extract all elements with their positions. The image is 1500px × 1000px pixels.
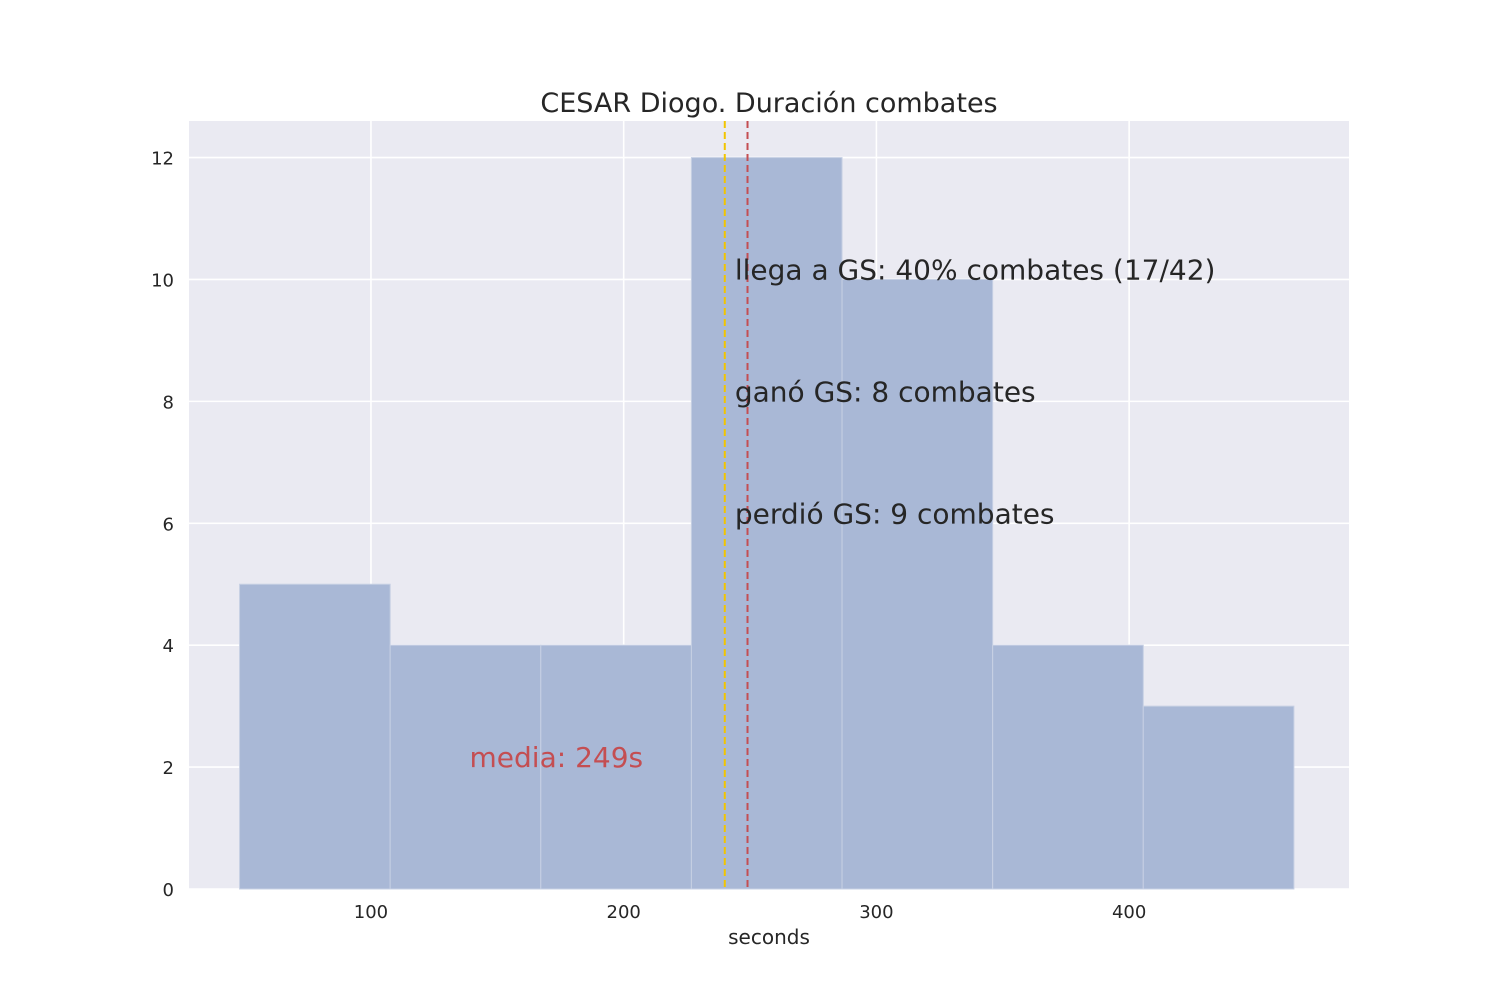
mean-label: media: 249s <box>470 741 644 774</box>
annotation-text: perdió GS: 9 combates <box>735 497 1055 530</box>
x-tick-labels: 100 200 300 400 <box>354 902 1147 923</box>
y-tick-label: 4 <box>163 636 174 657</box>
chart-title: CESAR Diogo. Duración combates <box>540 88 997 119</box>
annotation-text: ganó GS: 8 combates <box>735 375 1036 408</box>
histogram-bar-7 <box>1142 705 1295 890</box>
bars <box>239 157 1295 890</box>
y-tick-label: 2 <box>163 758 174 779</box>
y-tick-label: 0 <box>163 880 174 901</box>
x-tick-label: 200 <box>607 902 641 923</box>
y-tick-label: 10 <box>151 270 174 291</box>
histogram-bar-6 <box>992 644 1144 890</box>
x-tick-label: 300 <box>859 902 893 923</box>
vertical-lines <box>723 121 749 889</box>
annotation-text: llega a GS: 40% combates (17/42) <box>735 253 1216 286</box>
histogram-bar-5 <box>841 278 994 890</box>
x-tick-label: 100 <box>354 902 388 923</box>
histogram-bar-3 <box>540 644 692 890</box>
y-tick-label: 6 <box>163 514 174 535</box>
x-tick-label: 400 <box>1112 902 1146 923</box>
y-tick-label: 8 <box>163 392 174 413</box>
histogram-bar-4 <box>690 157 843 890</box>
annotations: llega a GS: 40% combates (17/42) ganó GS:… <box>735 253 1216 530</box>
histogram-bar-1 <box>239 583 391 890</box>
y-tick-labels: 0 2 4 6 8 10 12 <box>151 149 174 901</box>
y-tick-label: 12 <box>151 149 174 170</box>
x-axis-label: seconds <box>728 925 810 949</box>
